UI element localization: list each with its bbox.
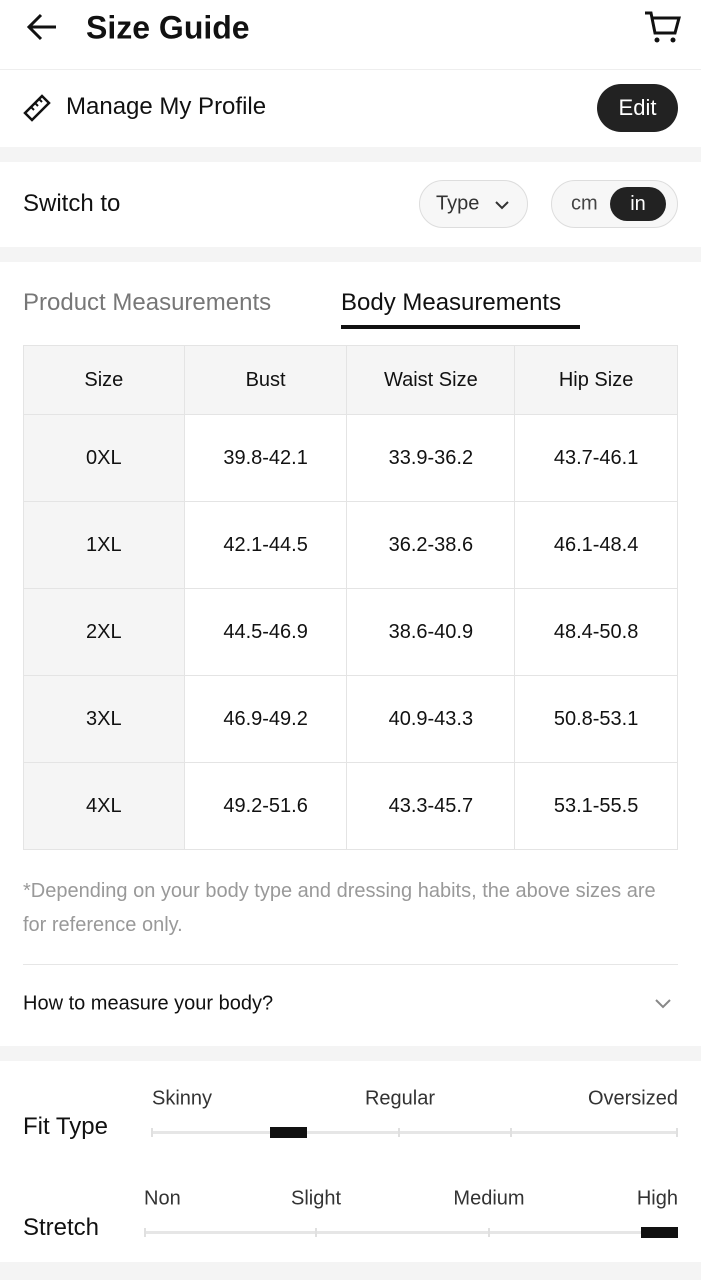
- fit-track: [152, 1131, 678, 1134]
- cell: 42.1-44.5: [183, 501, 348, 589]
- type-label: Type: [436, 192, 480, 215]
- cell: 50.8-53.1: [514, 675, 678, 763]
- header-cell: Size: [23, 345, 185, 415]
- section-gap: [0, 1262, 701, 1280]
- cart-icon[interactable]: [643, 10, 681, 44]
- tab-active[interactable]: Body Measurements: [341, 289, 562, 316]
- stretch-option: Slight: [290, 1187, 342, 1210]
- row: 0XL 39.8-42.1 33.9-36.2 43.7-46.1: [23, 414, 678, 502]
- cell: 48.4-50.8: [514, 588, 678, 676]
- row: 2XL 44.5-46.9 38.6-40.9 48.4-50.8: [23, 588, 678, 676]
- how-to-measure[interactable]: How to measure your body?: [23, 992, 274, 1015]
- divider: [23, 964, 678, 965]
- header-cell: Waist Size: [346, 345, 516, 415]
- fit-option: Oversized: [587, 1087, 678, 1110]
- page-title: Size Guide: [86, 9, 250, 46]
- tick: [510, 1128, 512, 1137]
- header-row: Size Bust Waist Size Hip Size: [23, 345, 678, 415]
- divider: [0, 69, 701, 70]
- back-icon[interactable]: [26, 12, 58, 42]
- tick: [488, 1228, 490, 1237]
- tick: [144, 1228, 146, 1237]
- cell: 53.1-55.5: [514, 762, 678, 850]
- fit-option: Regular: [364, 1087, 436, 1110]
- switch-label: Switch to: [23, 190, 121, 217]
- tick: [151, 1128, 153, 1137]
- stretch-track: [145, 1231, 678, 1234]
- size-cell: 2XL: [23, 588, 185, 676]
- ruler-icon: [23, 94, 51, 122]
- row: 4XL 49.2-51.6 43.3-45.7 53.1-55.5: [23, 762, 678, 850]
- fit-indicator: [270, 1127, 307, 1138]
- profile-label[interactable]: Manage My Profile: [66, 93, 267, 120]
- edit-button[interactable]: Edit: [597, 84, 678, 132]
- tab[interactable]: Product Measurements: [23, 289, 272, 316]
- row: 1XL 42.1-44.5 36.2-38.6 46.1-48.4: [23, 501, 678, 589]
- chevron[interactable]: [654, 998, 672, 1010]
- size-cell: 3XL: [23, 675, 185, 763]
- size-cell: 1XL: [23, 501, 185, 589]
- fit-option: Skinny: [152, 1087, 213, 1110]
- cell: 38.6-40.9: [346, 588, 516, 676]
- tab-underline: [341, 325, 580, 329]
- cell: 43.3-45.7: [346, 762, 516, 850]
- size-table: Size Bust Waist Size Hip Size 0XL 39.8-42.1 33…: [23, 345, 678, 850]
- stretch-indicator: [641, 1227, 678, 1238]
- cell: 39.8-42.1: [183, 414, 348, 502]
- unit-in[interactable]: in: [610, 187, 666, 221]
- fit-type-label: Fit Type: [23, 1113, 108, 1140]
- size-cell: 0XL: [23, 414, 185, 502]
- section-gap: [0, 247, 701, 262]
- cell: 46.9-49.2: [183, 675, 348, 763]
- size-cell: 4XL: [23, 762, 185, 850]
- stretch-option: Medium: [453, 1187, 525, 1210]
- section-gap: [0, 147, 701, 162]
- stretch-option: Non: [144, 1187, 181, 1210]
- header-cell: Hip Size: [514, 345, 678, 415]
- chevron: [495, 201, 509, 210]
- note: *Depending on your body type and dressin…: [23, 880, 656, 936]
- header-cell: Bust: [183, 345, 348, 415]
- row: 3XL 46.9-49.2 40.9-43.3 50.8-53.1: [23, 675, 678, 763]
- cell: 44.5-46.9: [183, 588, 348, 676]
- cell: 40.9-43.3: [346, 675, 516, 763]
- unit-cm[interactable]: cm: [571, 192, 598, 215]
- stretch-label: Stretch: [23, 1214, 100, 1241]
- tick: [676, 1128, 678, 1137]
- cell: 36.2-38.6: [346, 501, 516, 589]
- tick: [398, 1128, 400, 1137]
- stretch-option: High: [636, 1187, 678, 1210]
- cell: 43.7-46.1: [514, 414, 678, 502]
- tick: [315, 1228, 317, 1237]
- cell: 33.9-36.2: [346, 414, 516, 502]
- section-gap: [0, 1046, 701, 1061]
- cell: 49.2-51.6: [183, 762, 348, 850]
- type-dropdown[interactable]: Type: [419, 180, 528, 228]
- unit-toggle: cm in: [551, 180, 678, 228]
- cell: 46.1-48.4: [514, 501, 678, 589]
